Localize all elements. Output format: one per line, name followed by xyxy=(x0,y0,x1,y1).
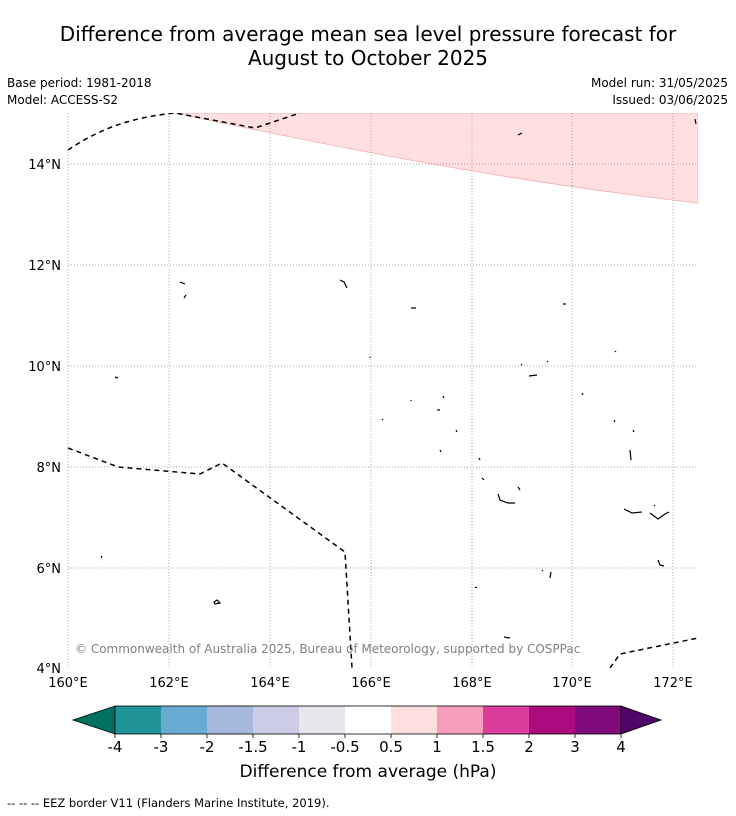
colorbar-tick-label: 1 xyxy=(432,738,442,756)
colorbar-segment xyxy=(207,706,253,734)
island xyxy=(541,569,544,572)
eez-borders xyxy=(68,113,698,668)
lon-label: 170°E xyxy=(552,676,592,691)
island xyxy=(581,392,584,396)
colorbar-tick-label: -0.5 xyxy=(330,738,359,756)
copyright-notice: © Commonwealth of Australia 2025, Bureau… xyxy=(75,642,580,656)
lon-label: 166°E xyxy=(351,676,391,691)
colorbar-tick-label: 0.5 xyxy=(379,738,403,756)
island xyxy=(657,559,665,567)
issued-date: Issued: 03/06/2025 xyxy=(612,93,728,107)
island xyxy=(213,599,222,605)
island xyxy=(614,350,617,353)
island xyxy=(546,360,549,363)
colorbar-extend-low xyxy=(71,705,116,735)
island xyxy=(517,486,521,491)
colorbar-segment xyxy=(391,706,437,734)
lat-label: 6°N xyxy=(37,562,62,577)
island xyxy=(629,449,632,461)
island xyxy=(497,493,515,504)
gridlines xyxy=(67,113,698,668)
lat-label: 14°N xyxy=(28,158,61,173)
lat-label: 12°N xyxy=(28,259,61,274)
longitude-labels: 160°E 162°E 164°E 166°E 168°E 170°E 172°… xyxy=(48,676,693,691)
colorbar-segment xyxy=(345,706,391,734)
island xyxy=(613,419,616,423)
base-period: Base period: 1981-2018 xyxy=(7,76,152,90)
colorbar-tick-label: -1 xyxy=(292,738,307,756)
eez-border-southeast xyxy=(609,637,698,668)
positive-anomaly-area xyxy=(174,113,698,204)
eez-legend-note: -- -- -- EEZ border V11 (Flanders Marine… xyxy=(7,796,330,810)
island xyxy=(503,636,511,639)
island xyxy=(649,511,670,520)
lat-label: 4°N xyxy=(37,662,62,677)
eez-border-north xyxy=(68,113,301,151)
colorbar-segment xyxy=(161,706,207,734)
colorbar-tick-label: -1.5 xyxy=(238,738,267,756)
lat-label: 8°N xyxy=(37,461,62,476)
island xyxy=(623,508,643,514)
title-line-2: August to October 2025 xyxy=(247,46,489,70)
island xyxy=(179,281,186,285)
colorbar-tick-label: 1.5 xyxy=(471,738,495,756)
island xyxy=(549,571,552,579)
lon-label: 172°E xyxy=(653,676,693,691)
map-frame xyxy=(68,113,698,668)
colorbar-segment xyxy=(253,706,299,734)
lon-label: 160°E xyxy=(48,676,88,691)
eez-border-west xyxy=(68,447,353,668)
island xyxy=(520,363,523,366)
colorbar-segment xyxy=(115,706,161,734)
island xyxy=(442,395,445,399)
colorbar: -4 -3 -2 -1.5 -1 -0.5 0.5 1 1.5 2 3 4 xyxy=(71,705,663,756)
island xyxy=(100,555,103,559)
meta-left: Base period: 1981-2018 Model: ACCESS-S2 xyxy=(7,75,152,109)
colorbar-tick-label: 3 xyxy=(570,738,580,756)
colorbar-tick-label: 2 xyxy=(524,738,534,756)
island xyxy=(653,504,656,507)
model-run: Model run: 31/05/2025 xyxy=(590,76,728,90)
latitude-labels: 14°N 12°N 10°N 8°N 6°N 4°N xyxy=(28,158,61,677)
colorbar-tick-label: -2 xyxy=(200,738,215,756)
island xyxy=(478,457,481,461)
island xyxy=(381,418,384,421)
colorbar-segment xyxy=(299,706,345,734)
island xyxy=(632,429,635,433)
island xyxy=(455,429,458,433)
colorbar-tick-label: -4 xyxy=(108,738,123,756)
islands xyxy=(100,118,697,639)
colorbar-segment xyxy=(483,706,529,734)
island xyxy=(694,118,697,125)
colorbar-title: Difference from average (hPa) xyxy=(239,762,497,782)
colorbar-tick-label: 4 xyxy=(616,738,626,756)
lon-label: 164°E xyxy=(250,676,290,691)
map-title: Difference from average mean sea level p… xyxy=(0,22,736,70)
island xyxy=(474,586,478,589)
island xyxy=(439,449,442,453)
island xyxy=(517,132,523,136)
island xyxy=(339,279,348,289)
lon-label: 168°E xyxy=(452,676,492,691)
colorbar-segment xyxy=(575,706,621,734)
island xyxy=(183,294,187,299)
colorbar-extend-high xyxy=(620,705,663,735)
model-name: Model: ACCESS-S2 xyxy=(7,93,119,107)
colorbar-segment xyxy=(529,706,575,734)
colorbar-tick-label: -3 xyxy=(154,738,169,756)
colorbar-segment xyxy=(437,706,483,734)
island xyxy=(481,477,485,481)
title-line-1: Difference from average mean sea level p… xyxy=(59,22,677,46)
lon-label: 162°E xyxy=(149,676,189,691)
island xyxy=(528,374,538,377)
lat-label: 10°N xyxy=(28,360,61,375)
meta-right: Model run: 31/05/2025 Issued: 03/06/2025 xyxy=(591,75,728,109)
island xyxy=(114,376,119,379)
